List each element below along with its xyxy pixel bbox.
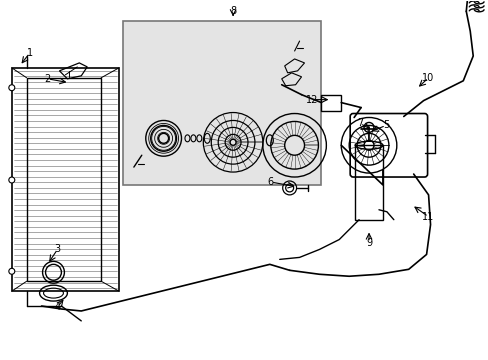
Text: 10: 10 bbox=[422, 73, 434, 83]
Circle shape bbox=[9, 177, 15, 183]
Text: 8: 8 bbox=[229, 6, 236, 16]
Text: 6: 6 bbox=[267, 177, 273, 187]
Text: 1: 1 bbox=[26, 48, 33, 58]
Bar bbox=[321, 95, 341, 111]
Text: 9: 9 bbox=[365, 238, 371, 248]
Bar bbox=[12, 68, 119, 291]
Circle shape bbox=[9, 85, 15, 91]
Text: 2: 2 bbox=[44, 74, 51, 84]
Circle shape bbox=[9, 268, 15, 274]
Bar bbox=[27, 78, 101, 281]
Bar bbox=[354, 145, 382, 220]
Text: 12: 12 bbox=[305, 95, 318, 105]
Text: 11: 11 bbox=[422, 212, 434, 222]
Bar bbox=[122, 21, 321, 185]
Text: 4: 4 bbox=[54, 302, 61, 312]
Text: 3: 3 bbox=[54, 244, 61, 255]
Text: 5: 5 bbox=[382, 121, 388, 130]
Text: 7: 7 bbox=[356, 118, 363, 129]
